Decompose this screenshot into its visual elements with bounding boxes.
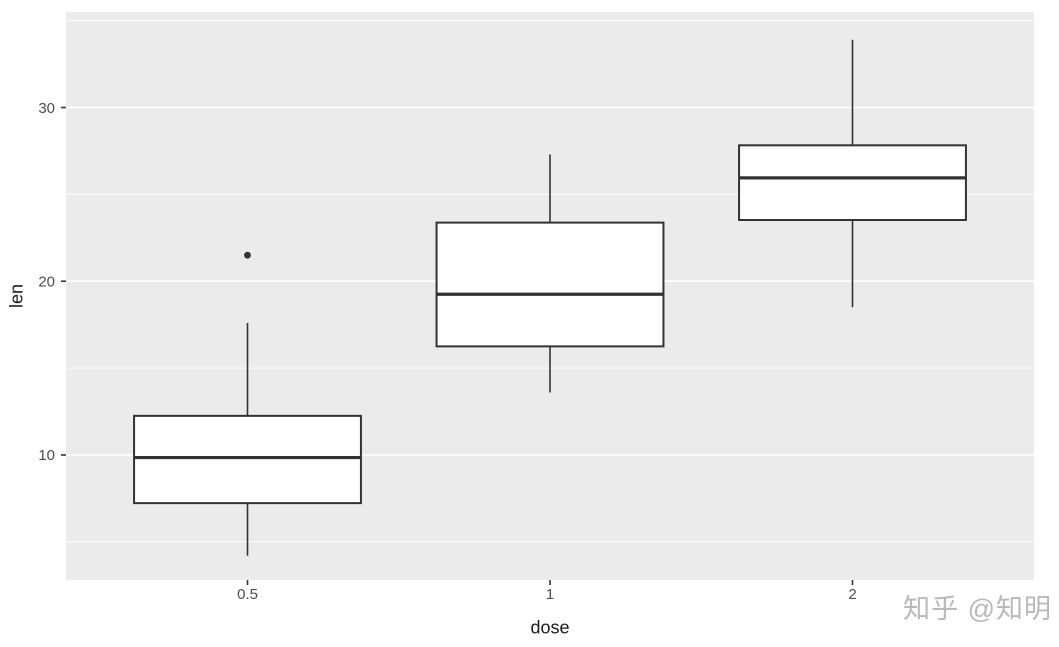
- x-tick-label: 2: [848, 586, 856, 603]
- x-axis-title: dose: [530, 617, 570, 638]
- box: [133, 414, 362, 505]
- watermark: 知乎 @知明: [903, 594, 1052, 624]
- outlier-point: [244, 251, 251, 259]
- y-tick-label: 20: [38, 273, 55, 290]
- x-tick-label: 1: [546, 586, 554, 603]
- y-tick-label: 10: [38, 447, 55, 464]
- x-tick-label: 0.5: [237, 586, 258, 603]
- box: [435, 221, 665, 348]
- y-tick-label: 30: [38, 100, 55, 117]
- y-axis-title: len: [6, 283, 27, 309]
- box: [738, 144, 967, 222]
